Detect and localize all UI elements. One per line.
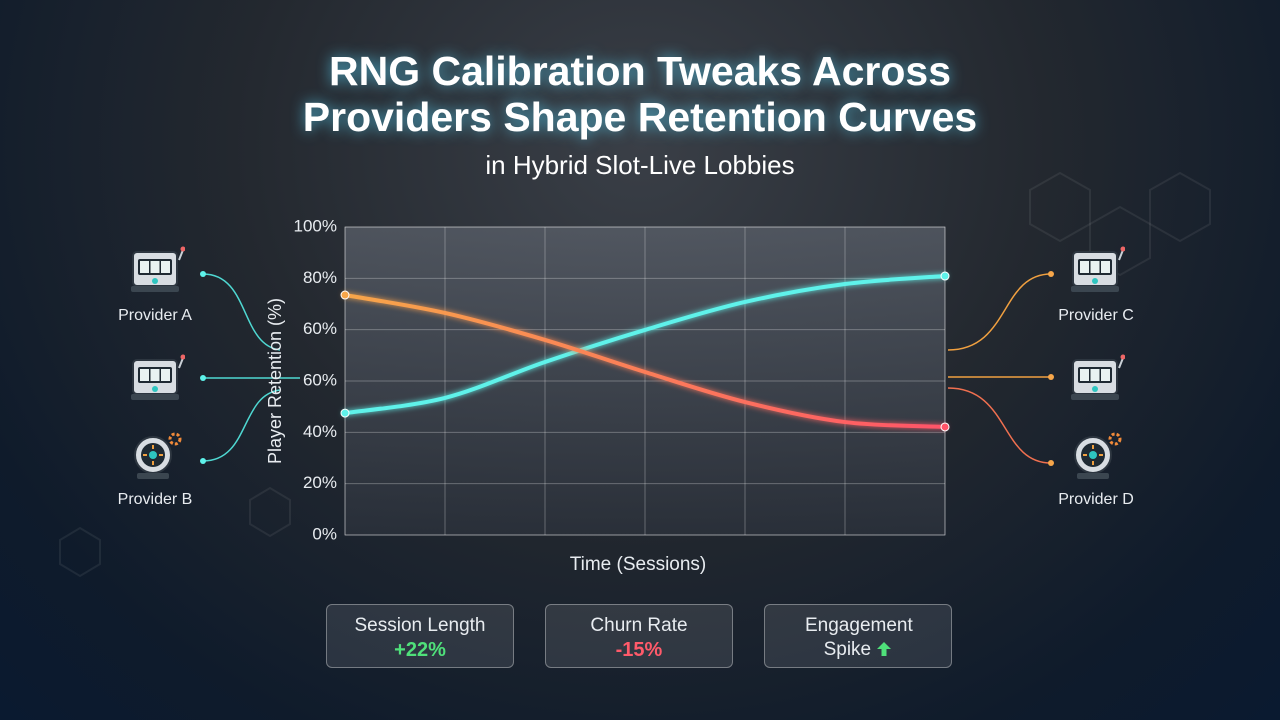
line-series (343, 293, 947, 429)
y-tick-label: 20% (303, 473, 337, 492)
provider-label: Provider B (117, 491, 193, 508)
end-point (340, 408, 350, 418)
end-point (940, 271, 950, 281)
provider-label: Provider D (1058, 491, 1134, 508)
card-label: Engagement Spike (805, 615, 913, 660)
y-tick-label: 100% (294, 216, 337, 235)
provider-icon (1070, 353, 1125, 401)
stat-card: Session Length +22% (326, 604, 514, 668)
line-series (343, 274, 947, 416)
card-value: -15% (615, 639, 663, 661)
title: RNG Calibration Tweaks Across Providers … (302, 48, 978, 140)
end-point (940, 422, 950, 432)
provider-label: Provider A (118, 307, 192, 324)
subtitle: in Hybrid Slot-Live Lobbies (485, 150, 795, 180)
y-tick-label: 60% (303, 319, 337, 338)
x-axis-label: Time (Sessions) (570, 554, 707, 575)
stat-card: Engagement Spike (764, 604, 952, 668)
up-arrow (877, 642, 892, 656)
y-tick-label: 40% (303, 422, 337, 441)
stat-card: Churn Rate -15% (545, 604, 733, 668)
provider-icon (1073, 432, 1122, 481)
provider-icon (133, 432, 182, 481)
y-axis-label: Player Retention (%) (265, 298, 285, 464)
connector-dots (200, 271, 1054, 466)
end-point (340, 290, 350, 300)
y-tick-label: 0% (312, 524, 337, 543)
provider-icon (1070, 245, 1125, 293)
card-label: Churn Rate (590, 615, 688, 636)
plot-area (344, 226, 946, 536)
card-label: Session Length (354, 615, 486, 636)
provider-icon (130, 353, 185, 401)
y-tick-label: 60% (303, 370, 337, 389)
provider-label: Provider C (1058, 307, 1134, 324)
provider-icon (130, 245, 185, 293)
card-value: +22% (394, 639, 446, 661)
y-tick-label: 80% (303, 268, 337, 287)
connectors (202, 273, 1052, 464)
